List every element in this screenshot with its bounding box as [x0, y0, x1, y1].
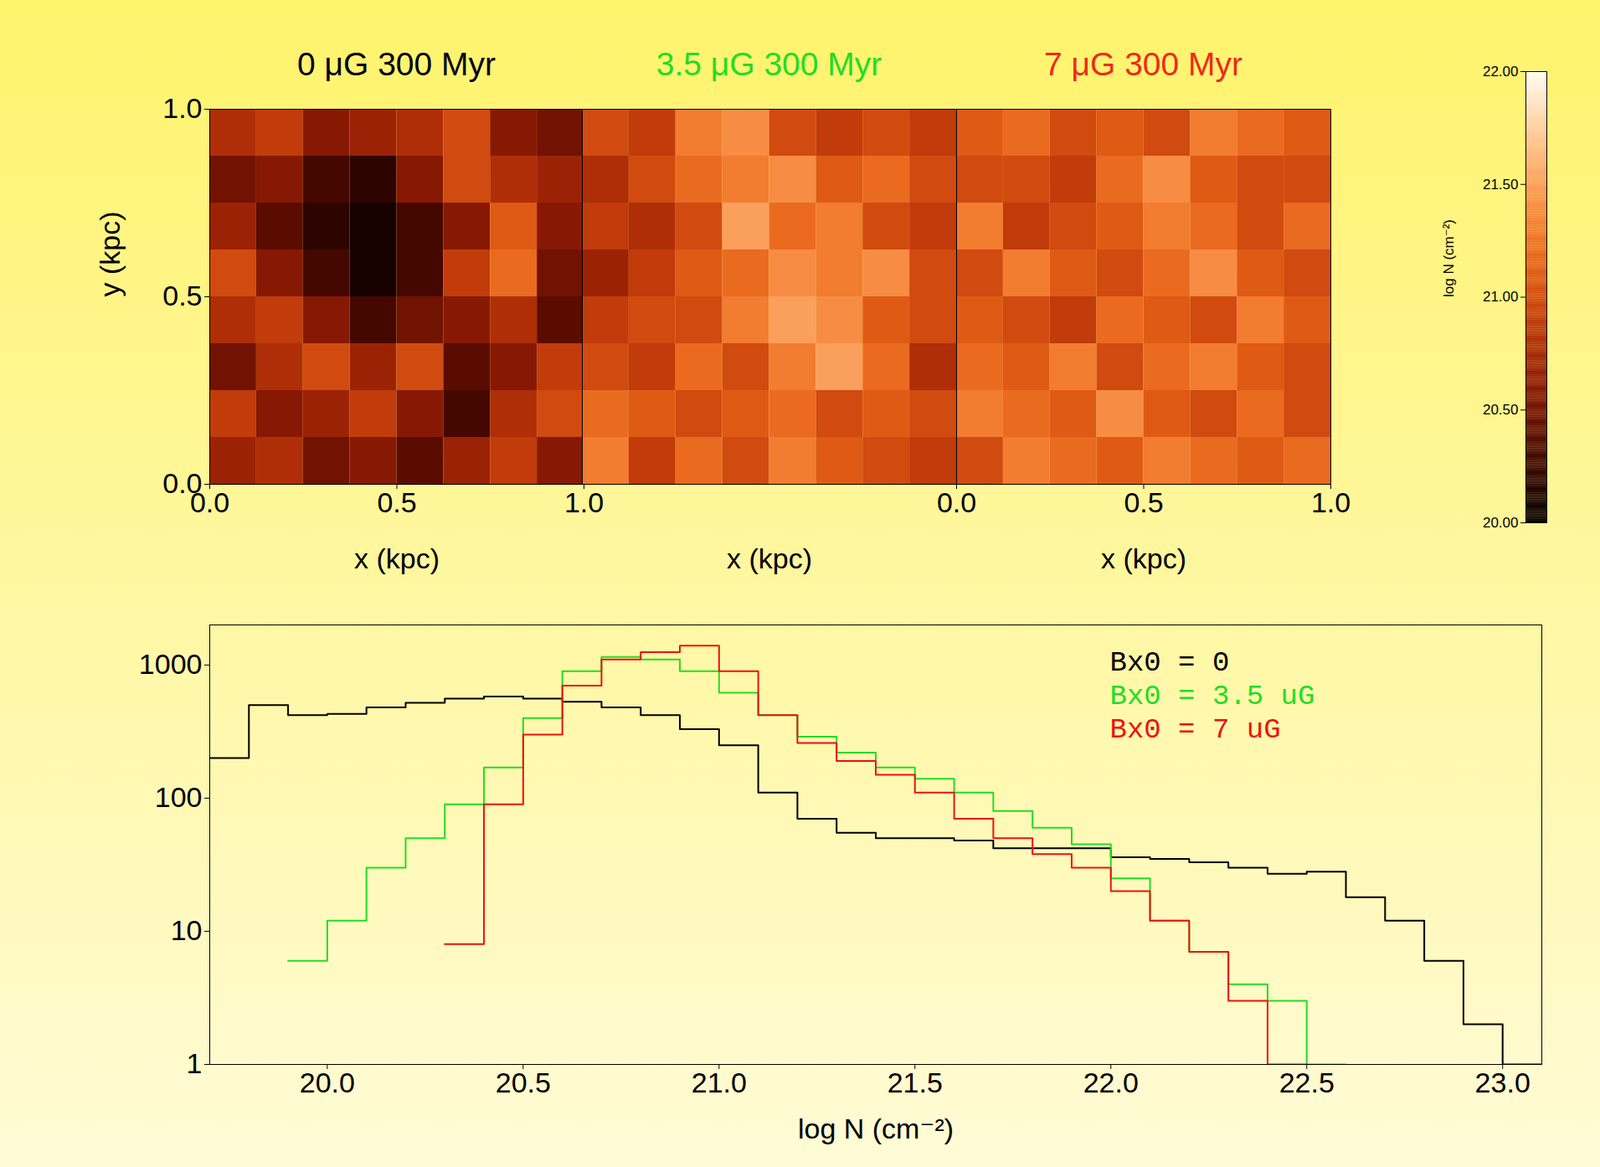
- svg-text:0.5: 0.5: [1123, 486, 1163, 519]
- svg-text:x (kpc): x (kpc): [726, 542, 813, 575]
- svg-text:x (kpc): x (kpc): [1100, 542, 1187, 575]
- svg-text:20.5: 20.5: [495, 1066, 551, 1099]
- svg-text:20.0: 20.0: [299, 1066, 355, 1099]
- svg-text:23.0: 23.0: [1475, 1066, 1531, 1099]
- svg-text:x (kpc): x (kpc): [354, 542, 440, 575]
- svg-text:0.0: 0.0: [190, 486, 230, 519]
- svg-text:1.0: 1.0: [564, 486, 604, 519]
- svg-text:1.0: 1.0: [1311, 486, 1351, 519]
- svg-text:21.00: 21.00: [1482, 288, 1519, 305]
- svg-text:22.5: 22.5: [1279, 1066, 1335, 1099]
- svg-text:100: 100: [154, 781, 203, 813]
- svg-text:Bx0 = 0: Bx0 = 0: [1110, 647, 1230, 680]
- svg-text:log N (cm⁻²): log N (cm⁻²): [1440, 219, 1457, 298]
- svg-text:log N (cm⁻²): log N (cm⁻²): [797, 1112, 954, 1145]
- svg-text:0.5: 0.5: [376, 486, 417, 519]
- svg-text:21.50: 21.50: [1482, 176, 1519, 193]
- svg-text:1.0: 1.0: [162, 92, 202, 124]
- svg-text:22.00: 22.00: [1482, 63, 1519, 80]
- html-text:0 μG 300 Myr: 0 μG 300 Myr: [297, 46, 496, 83]
- svg-text:1000: 1000: [138, 648, 203, 680]
- svg-text:y (kpc): y (kpc): [93, 211, 126, 298]
- svg-text:21.0: 21.0: [691, 1066, 747, 1099]
- svg-text:Bx0 = 7 uG: Bx0 = 7 uG: [1110, 714, 1282, 746]
- svg-text:20.00: 20.00: [1482, 514, 1519, 531]
- svg-text:Bx0 = 3.5 uG: Bx0 = 3.5 uG: [1110, 680, 1316, 713]
- svg-text:22.0: 22.0: [1083, 1066, 1139, 1099]
- svg-text:0.0: 0.0: [936, 486, 977, 519]
- svg-text:20.50: 20.50: [1482, 401, 1519, 418]
- svg-text:0.5: 0.5: [162, 279, 202, 312]
- svg-text:1: 1: [186, 1047, 203, 1080]
- html-text:7 μG 300 Myr: 7 μG 300 Myr: [1044, 46, 1243, 83]
- svg-text:21.5: 21.5: [887, 1066, 943, 1099]
- html-text:3.5 μG 300 Myr: 3.5 μG 300 Myr: [656, 46, 882, 83]
- svg-text:0.0: 0.0: [162, 467, 203, 500]
- svg-text:10: 10: [170, 914, 203, 947]
